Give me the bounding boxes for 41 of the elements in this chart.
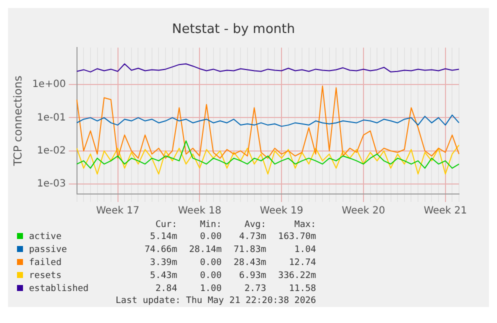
x-tick-label: Week 20 <box>342 206 386 217</box>
text: 5.43m <box>149 270 178 283</box>
text: 336.22m <box>277 270 318 283</box>
y-tick-label: 1e-03 <box>36 178 66 190</box>
x-tick-label: Week 17 <box>96 206 140 217</box>
x-tick-label: Week 19 <box>260 206 304 217</box>
text: 1.00 <box>198 283 223 296</box>
text: Max: <box>293 220 318 231</box>
y-axis-title: TCP connections <box>11 75 24 167</box>
legend-label: resets <box>28 270 63 283</box>
text: 3.39m <box>149 257 178 270</box>
text: 2.73 <box>243 283 268 296</box>
legend-label: passive <box>28 244 68 257</box>
legend-label: failed <box>28 257 63 270</box>
text: 6.93m <box>238 270 268 283</box>
text: 11.58 <box>288 283 318 296</box>
text: 163.70m <box>277 231 318 244</box>
y-tick-label: 1e-01 <box>36 112 66 124</box>
text: Avg: <box>243 220 268 231</box>
text: Min: <box>198 220 223 231</box>
text: 0.00 <box>198 231 223 244</box>
text: 1.04 <box>293 244 318 257</box>
x-tick-label: Week 18 <box>178 206 222 217</box>
text: 2.84 <box>154 283 178 296</box>
text: 0.00 <box>198 257 223 270</box>
x-tick-label: Week 21 <box>424 206 468 217</box>
text: 12.74 <box>288 257 318 270</box>
text: 4.73m <box>238 231 268 244</box>
text: 28.43m <box>232 257 268 270</box>
text: 5.14m <box>149 231 178 244</box>
text: Last update: Thu May 21 22:20:38 2026 <box>114 296 318 307</box>
legend-label: established <box>28 283 90 296</box>
legend-label: active <box>28 231 63 244</box>
text: 28.14m <box>188 244 223 257</box>
text: 71.83m <box>232 244 268 257</box>
y-tick-label: 1e-02 <box>36 145 66 156</box>
text: Cur: <box>154 220 178 231</box>
chart-title: Netstat - by month <box>172 22 295 38</box>
y-tick-label: 1e+00 <box>32 79 66 90</box>
text: 74.66m <box>144 244 178 257</box>
text: 0.00 <box>198 270 223 283</box>
